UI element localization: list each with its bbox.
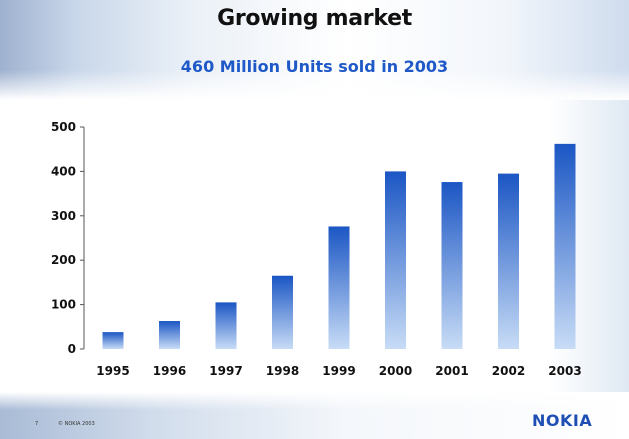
x-tick-label: 1999 [322, 364, 355, 378]
y-tick-label: 100 [51, 298, 76, 312]
x-tick-label: 1998 [266, 364, 299, 378]
bar-1995 [102, 332, 124, 349]
y-tick-label: 400 [51, 164, 76, 178]
copyright-text: © NOKIA 2003 [58, 421, 95, 427]
y-tick-label: 200 [51, 253, 76, 267]
y-tick-label: 300 [51, 209, 76, 223]
bar-2002 [498, 173, 519, 349]
bar-2003 [554, 143, 576, 349]
x-tick-label: 2003 [548, 364, 581, 378]
x-tick-label: 1997 [209, 364, 242, 378]
bar-1999 [328, 226, 350, 349]
slide-title: Growing market [217, 6, 412, 31]
y-tick-label: 0 [68, 342, 76, 356]
y-tick-label: 500 [51, 120, 76, 134]
slide-subtitle: 460 Million Units sold in 2003 [180, 57, 449, 76]
x-tick-label: 1995 [96, 364, 129, 378]
nokia-logo: NOKIA [532, 411, 593, 430]
bar-2001 [441, 182, 463, 349]
bar-2000 [385, 171, 406, 349]
page-number: 7 [35, 421, 39, 427]
x-tick-label: 2002 [492, 364, 525, 378]
bar-1997 [215, 302, 237, 349]
x-tick-label: 1996 [153, 364, 186, 378]
x-tick-label: 2001 [435, 364, 468, 378]
x-tick-label: 2000 [379, 364, 412, 378]
header-banner [0, 0, 629, 100]
footer-band [0, 392, 629, 439]
bar-1998 [272, 275, 293, 349]
bar-1996 [159, 321, 180, 349]
